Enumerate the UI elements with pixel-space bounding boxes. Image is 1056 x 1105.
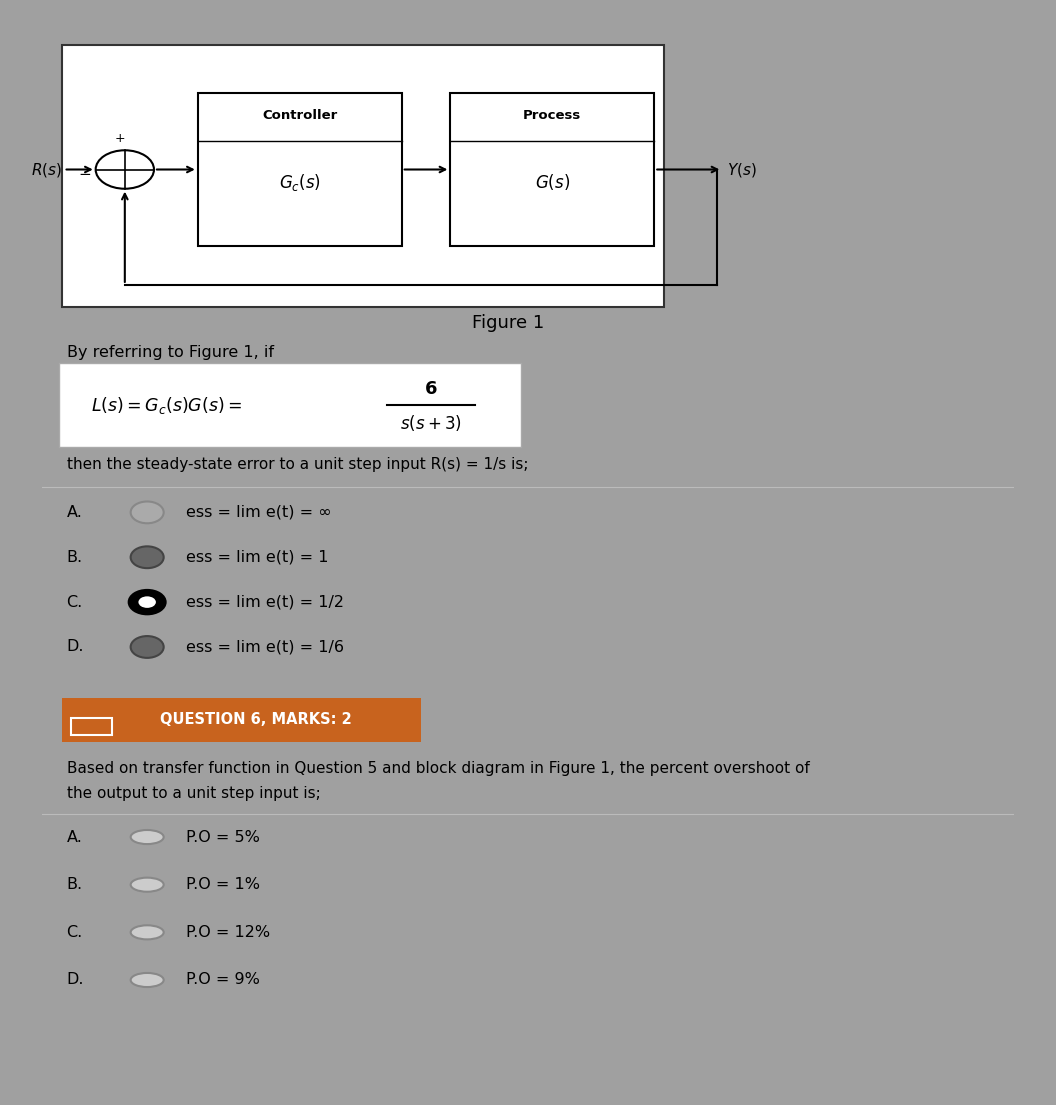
Text: C.: C. <box>67 594 82 610</box>
Text: Figure 1: Figure 1 <box>472 314 545 333</box>
Text: ess = lim e(t) = 1/2: ess = lim e(t) = 1/2 <box>186 594 344 610</box>
Text: the output to a unit step input is;: the output to a unit step input is; <box>67 786 320 801</box>
Text: D.: D. <box>67 972 84 988</box>
Text: −: − <box>78 167 91 182</box>
Text: QUESTION 6, MARKS: 2: QUESTION 6, MARKS: 2 <box>161 713 352 727</box>
Circle shape <box>131 972 164 987</box>
Text: B.: B. <box>67 877 82 892</box>
Text: P.O = 9%: P.O = 9% <box>186 972 260 988</box>
Text: ess = lim e(t) = 1: ess = lim e(t) = 1 <box>186 550 328 565</box>
FancyBboxPatch shape <box>197 93 401 246</box>
Text: $G(s)$: $G(s)$ <box>534 172 570 192</box>
Text: ess = lim e(t) = ∞: ess = lim e(t) = ∞ <box>186 505 332 519</box>
Text: $L(s) = G_c(s)G(s) =$: $L(s) = G_c(s)G(s) =$ <box>91 394 242 415</box>
Text: 6: 6 <box>425 380 437 398</box>
Text: B.: B. <box>67 550 82 565</box>
Circle shape <box>131 925 164 939</box>
Text: Process: Process <box>523 108 582 122</box>
Circle shape <box>131 636 164 657</box>
Text: $G_c(s)$: $G_c(s)$ <box>279 171 321 193</box>
Text: Based on transfer function in Question 5 and block diagram in Figure 1, the perc: Based on transfer function in Question 5… <box>67 761 809 776</box>
FancyBboxPatch shape <box>450 93 655 246</box>
Text: $R(s)$: $R(s)$ <box>31 160 61 179</box>
Text: ess = lim e(t) = 1/6: ess = lim e(t) = 1/6 <box>186 640 344 654</box>
Text: A.: A. <box>67 505 82 519</box>
Text: C.: C. <box>67 925 82 940</box>
Text: By referring to Figure 1, if: By referring to Figure 1, if <box>67 345 274 359</box>
Text: then the steady-state error to a unit step input R(s) = 1/s is;: then the steady-state error to a unit st… <box>67 456 528 472</box>
Text: P.O = 1%: P.O = 1% <box>186 877 260 892</box>
FancyBboxPatch shape <box>59 364 522 448</box>
Circle shape <box>131 830 164 844</box>
Text: D.: D. <box>67 640 84 654</box>
Circle shape <box>131 546 164 568</box>
Circle shape <box>129 590 166 614</box>
Text: Controller: Controller <box>262 108 337 122</box>
FancyBboxPatch shape <box>61 44 664 307</box>
Text: P.O = 12%: P.O = 12% <box>186 925 270 940</box>
Circle shape <box>138 597 156 608</box>
FancyBboxPatch shape <box>61 698 421 741</box>
Text: $Y(s)$: $Y(s)$ <box>728 160 757 179</box>
Circle shape <box>131 877 164 892</box>
Text: $s(s + 3)$: $s(s + 3)$ <box>400 412 461 433</box>
Circle shape <box>131 502 164 524</box>
Text: +: + <box>115 133 126 145</box>
Circle shape <box>96 150 154 189</box>
Text: A.: A. <box>67 830 82 844</box>
Text: P.O = 5%: P.O = 5% <box>186 830 260 844</box>
